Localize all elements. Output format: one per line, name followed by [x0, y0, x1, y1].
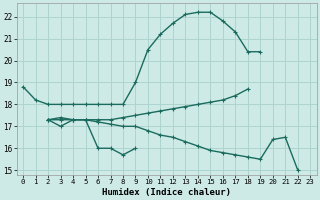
X-axis label: Humidex (Indice chaleur): Humidex (Indice chaleur)	[102, 188, 231, 197]
